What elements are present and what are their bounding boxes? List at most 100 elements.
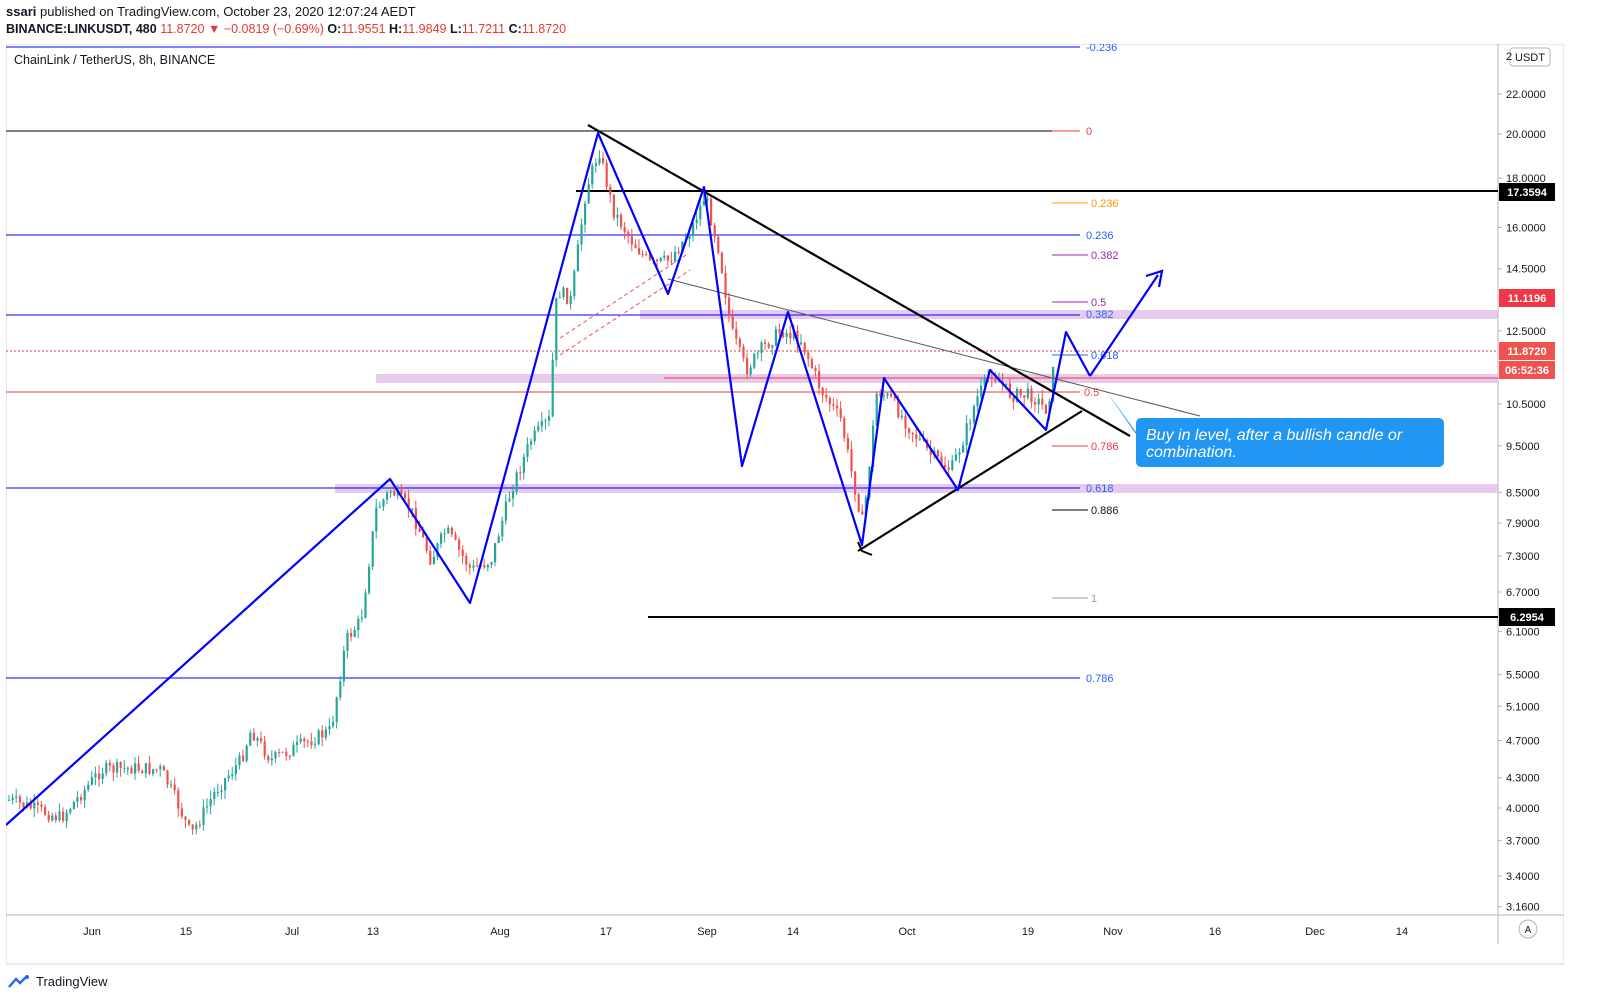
candle-body <box>512 491 515 499</box>
candle-body <box>706 198 709 201</box>
candle-body <box>1037 398 1040 405</box>
fib-label: 0.786 <box>1086 673 1114 685</box>
fib-labels: -0.236 0 0.236 0.236 0.382 0.5 0.382 0.6… <box>1084 42 1119 685</box>
candle-body <box>598 158 601 164</box>
candle-body <box>54 815 57 821</box>
candle-body <box>1012 397 1015 402</box>
candle-body <box>166 770 169 785</box>
candle-body <box>231 774 234 776</box>
candle-body <box>256 738 259 741</box>
price-chart[interactable]: ChainLink / TetherUS, 8h, BINANCE USDT -… <box>5 42 1565 965</box>
candle-body <box>238 755 241 766</box>
candle-body <box>357 618 360 631</box>
low-value: 11.7211 <box>461 22 506 36</box>
candle-body <box>720 252 723 273</box>
candle-body <box>173 784 176 791</box>
fib-label: 1 <box>1091 593 1097 605</box>
candle-body <box>105 762 108 774</box>
candle-body <box>508 498 511 502</box>
chart-container[interactable]: ChainLink / TetherUS, 8h, BINANCE USDT -… <box>5 42 1565 965</box>
candle-body <box>486 564 489 568</box>
arrow-head-icon <box>1145 269 1164 288</box>
candle-body <box>710 198 713 226</box>
candle-body <box>8 799 11 801</box>
candle-body <box>314 744 317 746</box>
candle-body <box>36 802 39 805</box>
candle-body <box>242 755 245 761</box>
candle-body <box>123 767 126 769</box>
candle-body <box>465 556 468 565</box>
callout-box[interactable] <box>1136 418 1444 467</box>
candle-body <box>753 353 756 368</box>
candle-body <box>213 792 216 800</box>
time-tick-label: Oct <box>898 926 915 938</box>
candle-body <box>670 260 673 262</box>
candle-body <box>778 329 781 333</box>
candle-body <box>411 508 414 510</box>
auto-scale-button[interactable] <box>1518 919 1538 939</box>
candle-body <box>328 726 331 730</box>
candle-body <box>738 338 741 347</box>
candle-body <box>576 244 579 272</box>
candle-body <box>533 430 536 442</box>
time-tick-label: Jun <box>83 926 101 938</box>
chart-title: ChainLink / TetherUS, 8h, BINANCE <box>14 53 215 67</box>
candle-body <box>800 342 803 345</box>
brand-name: TradingView <box>36 974 108 989</box>
price-tags: 17.3594 11.1196 11.8720 06:52:36 6.2954 <box>1499 183 1555 626</box>
publisher-name[interactable]: ssari <box>6 4 37 19</box>
price-axis[interactable]: 22.0000 20.0000 18.0000 16.0000 14.5000 12.50… <box>1498 51 1546 914</box>
price-tick-label: 22.0000 <box>1506 89 1546 101</box>
candle-body <box>371 531 374 567</box>
candle-body <box>368 566 371 593</box>
time-axis[interactable]: Jun 15 Jul 13 Aug 17 Sep 14 Oct 19 Nov 16 Dec 14 <box>83 926 1408 938</box>
currency-badge[interactable] <box>1509 47 1551 67</box>
candle-body <box>436 543 439 557</box>
candle-body <box>260 738 263 742</box>
candle-body <box>688 236 691 240</box>
candle-body <box>1026 388 1029 398</box>
candle-body <box>818 370 821 388</box>
candle-body <box>587 184 590 204</box>
candle-body <box>612 194 615 218</box>
candle-body <box>202 807 205 825</box>
candle-body <box>893 396 896 399</box>
callout-pointer <box>1104 388 1140 440</box>
price-tag <box>1499 608 1555 626</box>
fib-label: 0.618 <box>1086 483 1114 495</box>
candle-body <box>602 158 605 163</box>
candle-body <box>1034 402 1037 405</box>
candle-body <box>170 784 173 786</box>
candle-body <box>990 376 993 380</box>
candle-body <box>976 396 979 407</box>
candle-body <box>648 254 651 260</box>
candle-body <box>954 454 957 461</box>
candle-body <box>126 767 129 769</box>
candle-body <box>717 236 720 253</box>
candle-body <box>591 165 594 185</box>
candle-body <box>47 814 50 821</box>
candle-body <box>530 441 533 445</box>
candle-body <box>281 751 284 753</box>
low-label: L: <box>449 22 462 36</box>
price-tick-label: 10.5000 <box>1506 399 1546 411</box>
price-tick-label: 3.7000 <box>1506 836 1540 848</box>
candle-body <box>177 790 180 809</box>
footer-brand[interactable]: TradingView <box>8 974 108 989</box>
candle-body <box>854 471 857 495</box>
candle-body <box>40 804 43 807</box>
price-tag <box>1499 183 1555 201</box>
candle-body <box>537 426 540 431</box>
candle-body <box>119 762 122 768</box>
candle-body <box>944 464 947 468</box>
price-tick-label: 5.5000 <box>1506 670 1540 682</box>
candle-body <box>216 791 219 793</box>
candle-body <box>375 507 378 532</box>
candle-body <box>645 254 648 256</box>
price-tag <box>1499 361 1555 379</box>
candle-body <box>764 342 767 344</box>
chart-frame <box>5 43 1565 965</box>
candle-body <box>569 295 572 305</box>
candle-body <box>468 564 471 568</box>
callout-text-line2: combination. <box>1146 444 1237 461</box>
